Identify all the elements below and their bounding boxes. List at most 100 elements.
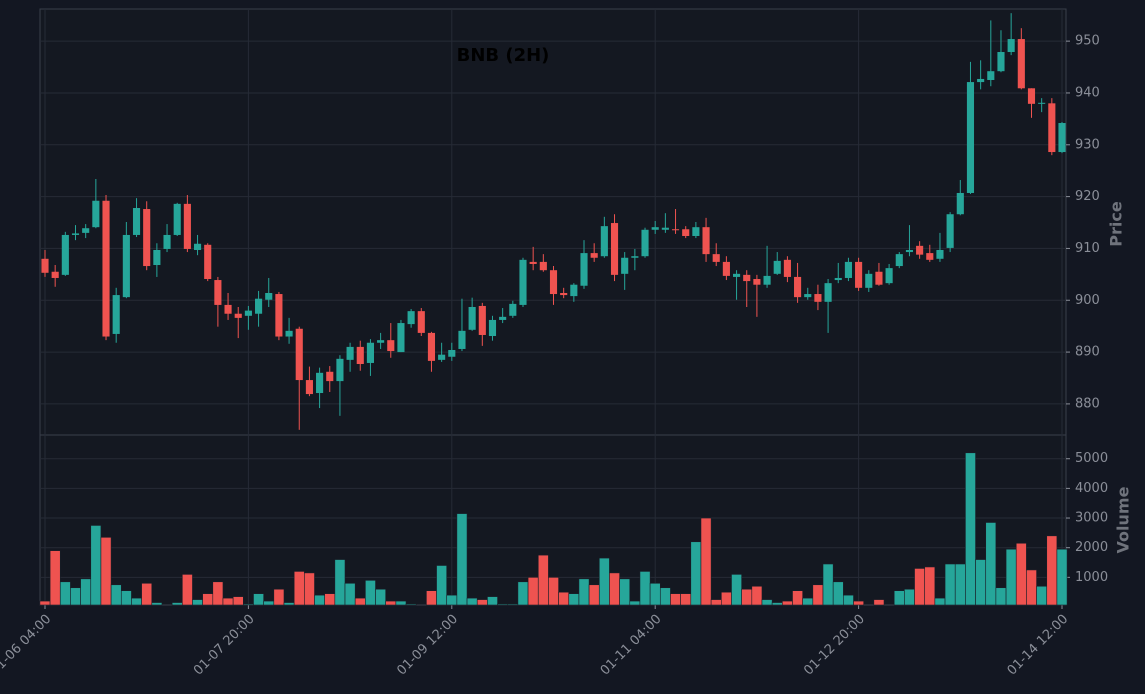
candle-body [671,229,680,231]
volume-bar [283,602,295,606]
candle-body [733,273,741,277]
candle-body [804,294,812,298]
candle-body [763,275,771,285]
volume-bar [771,602,783,606]
volume-bar [700,517,712,606]
volume-bar [466,597,478,606]
candle-body [570,284,578,297]
volume-bar [598,557,610,606]
y-tick-label: 940 [1075,85,1100,100]
volume-bar [243,603,254,606]
candle-body [387,340,395,352]
candle-body [82,228,90,233]
candle-body [977,78,985,83]
candle-body [1048,103,1056,153]
volume-bar [670,593,681,606]
candle-body [458,330,466,349]
volume-bar [324,593,336,606]
candle-body [163,234,171,249]
candle-body [275,294,283,337]
candle-body [173,203,181,235]
volume-bar [39,600,51,606]
candle-body [326,371,334,382]
candle-body [295,328,303,381]
candle-body [783,259,791,277]
candle-body [722,261,730,276]
volume-bar [537,554,549,606]
volume-bar [131,597,142,606]
candle-body [478,305,486,335]
y-tick-label: 880 [1075,396,1100,411]
candle-body [753,279,761,285]
volume-bar [446,594,458,606]
volume-bar [873,599,885,606]
candle-body [529,261,537,264]
x-tick-label: 01-06 04:00 [0,612,54,679]
y-tick-label: 950 [1075,34,1100,49]
volume-bar [222,597,234,606]
volume-bar [59,581,71,606]
volume-bar [985,522,997,606]
volume-bar [507,603,519,606]
volume-bar [578,578,590,606]
volume-bar [792,590,803,606]
volume-bar [680,593,692,606]
candle-body [1017,39,1025,89]
y-tick-label: 910 [1075,241,1100,256]
candle-body [865,273,873,288]
volume-bar [456,513,468,606]
volume-bar [609,572,620,606]
candle-body [895,254,903,267]
candle-body [834,277,842,281]
volume-bar [120,590,132,606]
volume-bar [49,550,61,606]
candle-body [244,310,252,316]
candle-body [336,358,344,382]
candle-body [407,311,415,325]
candle-body [946,214,954,248]
volume-bar [1026,569,1037,606]
candle-body [855,261,863,288]
volume-bar [975,559,987,606]
volume-bar [70,587,81,606]
volume-bar [934,597,946,606]
volume-bar [405,603,417,606]
volume-bar [924,566,936,606]
candle-body [519,259,527,305]
candle-body [438,354,446,360]
candle-body [875,271,883,285]
candle-body [356,346,364,364]
y2-tick-label: 5000 [1075,451,1108,466]
candle-body [997,52,1005,72]
candle-body [794,276,802,298]
y2-tick-label: 3000 [1075,511,1108,526]
volume-bar [568,593,580,606]
volume-bar [110,584,122,606]
volume-bar [385,600,397,606]
candle-body [966,82,975,193]
candle-body [377,340,385,343]
volume-bar [944,563,956,606]
candle-body [844,261,852,278]
volume-bar [731,574,742,606]
candle-body [682,229,690,236]
candle-body [224,304,232,314]
volume-bar [954,563,966,606]
volume-bar [721,591,732,606]
volume-bar [741,588,753,606]
volume-bar [395,600,407,606]
y-tick-label: 890 [1075,345,1100,360]
volume-bar [751,585,763,606]
volume-bar [832,581,844,606]
candle-body [824,283,832,302]
candle-body [956,192,964,215]
volume-bar [476,599,488,606]
candle-body [692,227,700,236]
volume-bar [517,581,529,606]
candle-body [539,261,547,271]
x-tick-label: 01-07 20:00 [191,612,258,679]
chart-title: BNB (2H) [457,45,550,66]
candle-body [285,330,293,337]
volume-bar [375,588,386,606]
